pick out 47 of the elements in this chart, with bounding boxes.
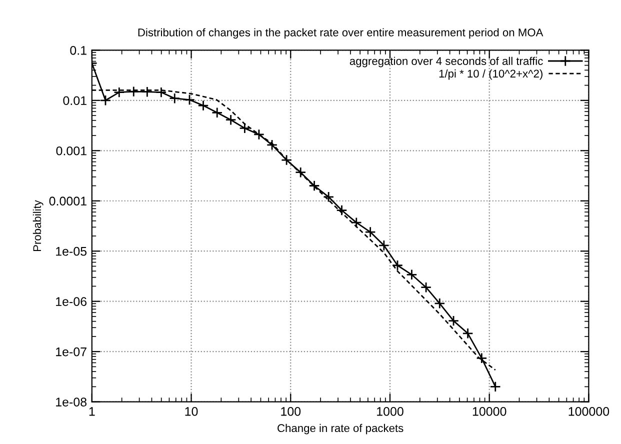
point: [448, 315, 460, 326]
x-tick-label: 1000: [377, 407, 404, 416]
point: [462, 328, 474, 339]
point: [350, 217, 362, 228]
legend-label: 1/pi * 10 / (10^2+x^2): [439, 69, 542, 80]
x-tick-label: 10: [185, 407, 198, 416]
point: [364, 226, 376, 238]
legend-label: aggregation over 4 seconds of all traffic: [350, 56, 543, 68]
point: [142, 86, 153, 98]
point: [434, 298, 446, 309]
point: [336, 204, 348, 216]
point: [392, 260, 404, 271]
point: [212, 107, 223, 118]
point: [169, 92, 180, 104]
point: [323, 191, 334, 202]
y-tick-label: 1e-08: [56, 398, 87, 406]
point: [476, 352, 488, 364]
y-tick-label: 0.001: [56, 146, 86, 156]
point: [490, 381, 501, 392]
y-tick-label: 1e-05: [56, 246, 87, 256]
point: [266, 139, 278, 150]
point: [198, 100, 209, 112]
point: [295, 166, 306, 178]
point: [184, 94, 196, 106]
point: [114, 86, 125, 98]
x-tick-label: 10000: [472, 407, 506, 416]
point: [253, 128, 265, 140]
chart-title: Distribution of changes in the packet rate over entire measurement period on MOA: [138, 28, 544, 39]
point: [239, 122, 250, 134]
point: [378, 240, 390, 251]
y-tick-label: 0.01: [63, 96, 86, 106]
x-axis-title: Change in rate of packets: [278, 424, 404, 434]
point: [128, 86, 140, 98]
point: [406, 269, 418, 280]
x-tick-label: 100000: [568, 407, 610, 416]
point: [420, 282, 432, 293]
y-tick-label: 0.0001: [49, 196, 86, 206]
point: [308, 180, 320, 192]
x-tick-label: 100: [281, 407, 301, 416]
y-axis-title: Probability: [32, 200, 44, 252]
y-tick-label: 0.1: [70, 46, 86, 55]
y-tick-label: 1e-07: [56, 347, 86, 356]
point: [156, 86, 167, 98]
y-tick-label: 1e-06: [56, 297, 86, 306]
point: [225, 114, 236, 126]
x-tick-label: 1: [89, 407, 95, 416]
point: [281, 154, 292, 166]
